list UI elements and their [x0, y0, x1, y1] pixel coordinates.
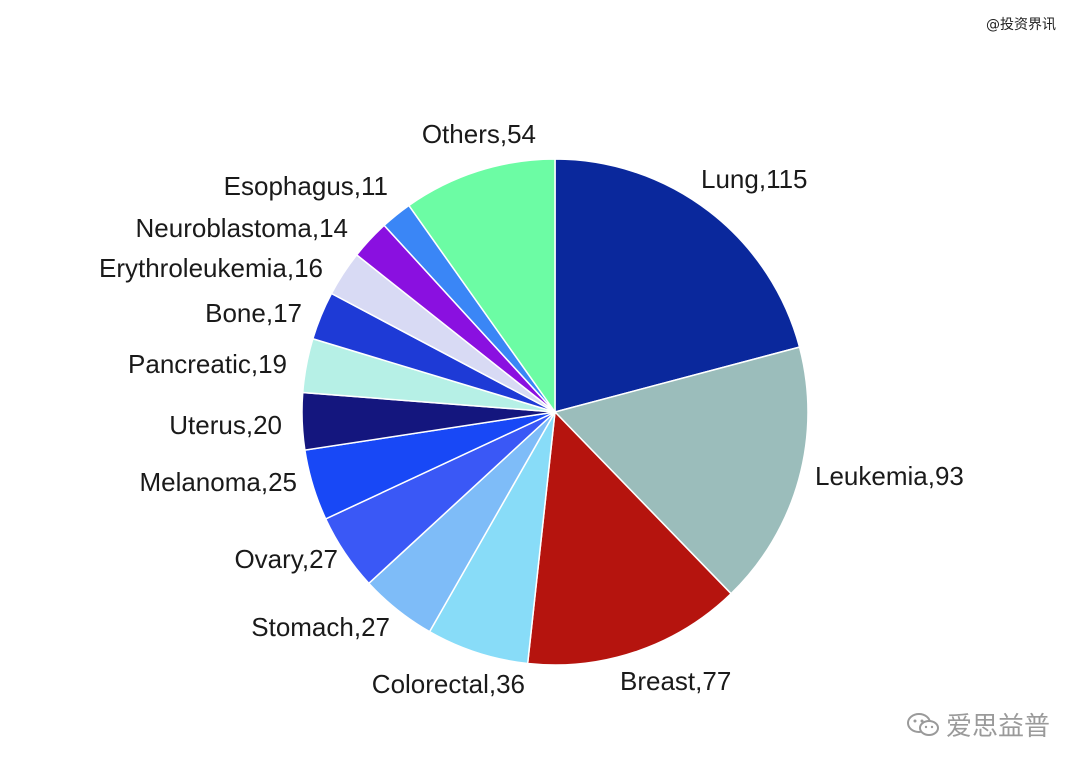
- slice-label-neuroblastoma: Neuroblastoma,14: [136, 213, 348, 243]
- pie-labels: Lung,115 Leukemia,93 Breast,77 Colorectal,3…: [99, 119, 964, 699]
- slice-label-colorectal: Colorectal,36: [372, 669, 525, 699]
- wechat-icon: [906, 712, 939, 736]
- pie-slice-leukemia: [553, 346, 809, 595]
- pie-slice-breast: [526, 410, 733, 666]
- watermark-bottom: 爱思益普: [906, 706, 1050, 743]
- slice-label-ovary: Ovary,27: [234, 544, 338, 574]
- slice-label-leukemia: Leukemia,93: [815, 461, 964, 491]
- slice-label-uterus: Uterus,20: [169, 410, 282, 440]
- pie-slice-others: [407, 158, 556, 415]
- slice-label-stomach: Stomach,27: [251, 612, 390, 642]
- slice-label-esophagus: Esophagus,11: [224, 171, 388, 201]
- slice-label-breast: Breast,77: [620, 666, 731, 696]
- slice-label-bone: Bone,17: [205, 298, 302, 328]
- pie-slice-lung: [554, 158, 801, 413]
- watermark-top: @投资界讯: [986, 17, 1056, 33]
- slice-label-pancreatic: Pancreatic,19: [128, 349, 287, 379]
- slice-label-melanoma: Melanoma,25: [139, 467, 297, 497]
- slice-label-lung: Lung,115: [701, 164, 808, 194]
- slice-label-erythroleukemia: Erythroleukemia,16: [99, 253, 323, 283]
- slice-label-others: Others,54: [422, 119, 536, 149]
- pie-slices: [301, 158, 809, 666]
- watermark-bottom-text: 爱思益普: [945, 712, 1050, 742]
